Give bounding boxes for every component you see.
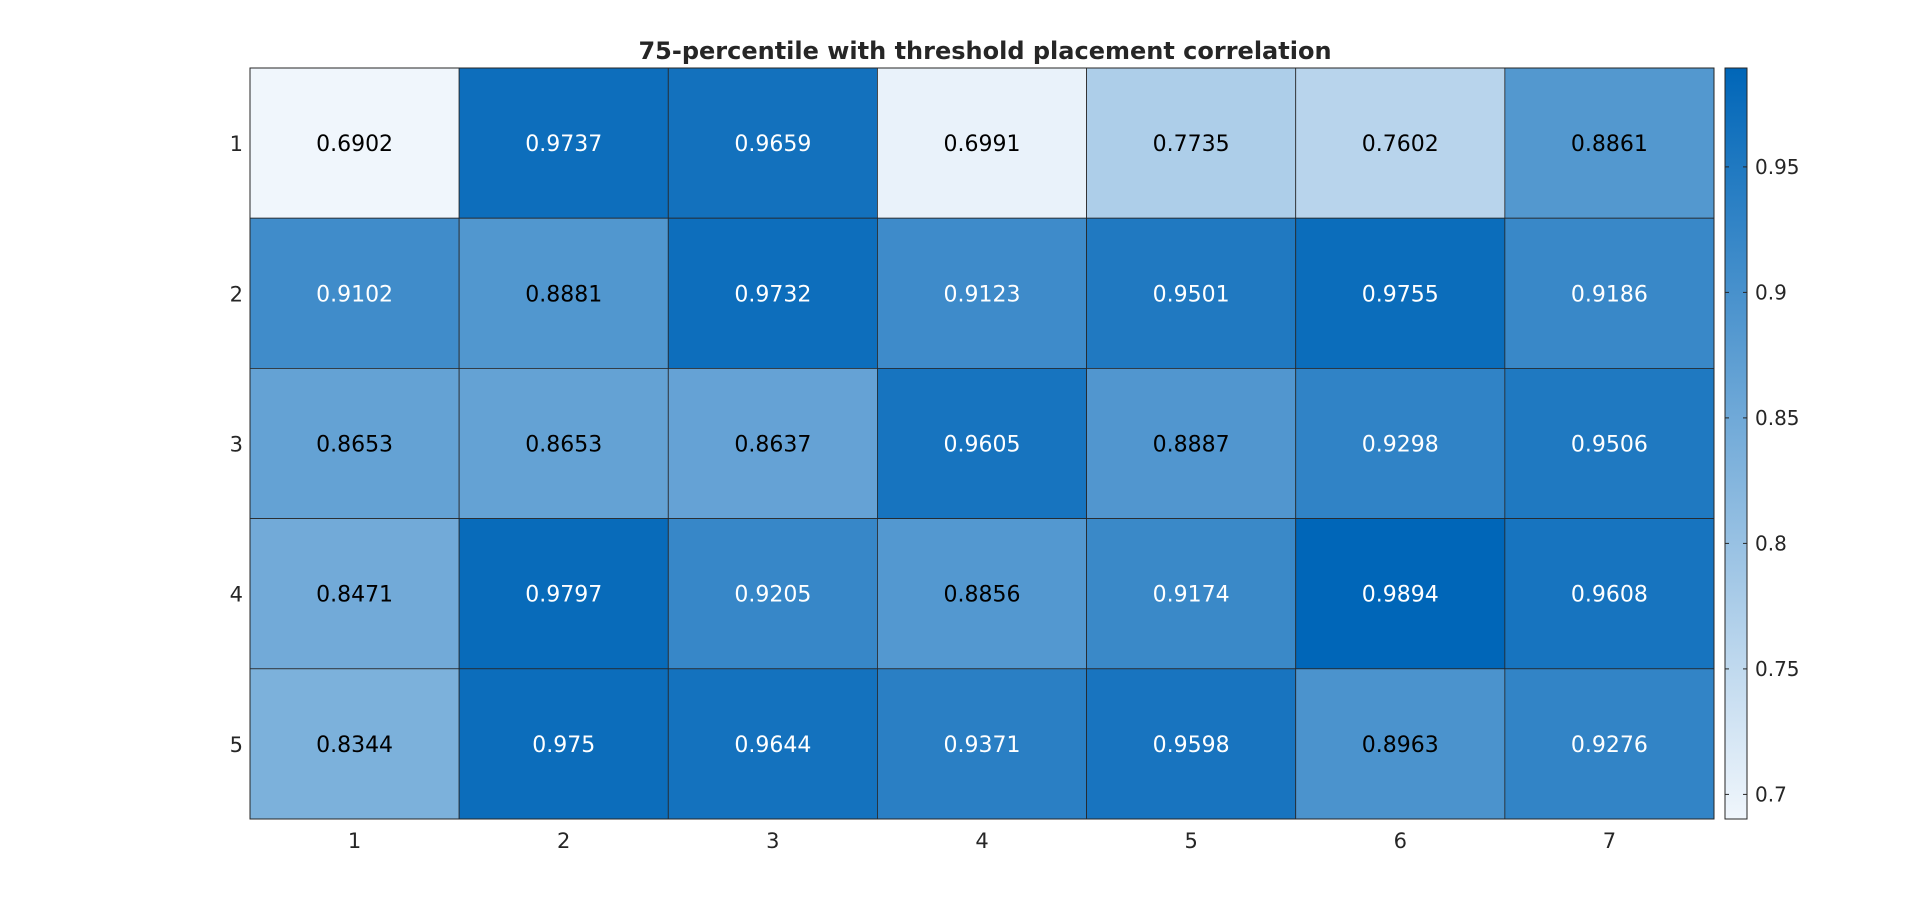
- heatmap-value-label: 0.9371: [944, 733, 1021, 758]
- heatmap-cell: [667, 367, 878, 519]
- heatmap-cell: [877, 518, 1087, 670]
- heatmap-value-label: 0.9298: [1362, 433, 1439, 458]
- heatmap-cell: [249, 367, 460, 519]
- heatmap-value-label: 0.6902: [316, 132, 393, 157]
- heatmap-cell: [458, 518, 669, 670]
- heatmap-value-label: 0.8471: [316, 583, 393, 608]
- heatmap-value-label: 0.9205: [734, 583, 811, 608]
- colorbar-tick-label: 0.95: [1755, 155, 1800, 179]
- heatmap-value-label: 0.8881: [525, 282, 602, 307]
- heatmap-value-label: 0.9501: [1153, 282, 1230, 307]
- heatmap-cells: [249, 67, 1715, 820]
- heatmap-cell: [1295, 518, 1506, 670]
- heatmap-value-label: 0.9608: [1571, 583, 1648, 608]
- heatmap-cell: [1504, 367, 1715, 519]
- heatmap-value-label: 0.9737: [525, 132, 602, 157]
- x-tick-label: 7: [1603, 829, 1616, 853]
- x-tick-label: 6: [1394, 829, 1407, 853]
- x-tick-label: 4: [975, 829, 988, 853]
- heatmap-cell: [458, 67, 669, 219]
- heatmap-cell: [249, 668, 460, 820]
- heatmap-value-label: 0.9755: [1362, 282, 1439, 307]
- heatmap-cell: [1504, 217, 1715, 369]
- heatmap-value-label: 0.9644: [734, 733, 811, 758]
- x-tick-label: 1: [348, 829, 361, 853]
- heatmap-cell: [1086, 217, 1297, 369]
- colorbar-tick-label: 0.8: [1755, 531, 1787, 555]
- y-axis-ticks: 1 2 3 4 5: [230, 132, 243, 757]
- x-tick-label: 2: [557, 829, 570, 853]
- heatmap-cell: [1504, 67, 1715, 219]
- heatmap-value-label: 0.7602: [1362, 132, 1439, 157]
- heatmap-value-label: 0.9605: [944, 433, 1021, 458]
- heatmap-value-label: 0.975: [532, 733, 595, 758]
- colorbar-tick-label: 0.75: [1755, 657, 1800, 681]
- colorbar-gradient: [1724, 67, 1748, 820]
- heatmap-value-label: 0.9186: [1571, 282, 1648, 307]
- x-tick-label: 3: [766, 829, 779, 853]
- heatmap-value-label: 0.9732: [734, 282, 811, 307]
- heatmap-value-label: 0.9123: [944, 282, 1021, 307]
- heatmap-value-label: 0.8637: [734, 433, 811, 458]
- heatmap-value-label: 0.9276: [1571, 733, 1648, 758]
- heatmap-value-label: 0.8856: [944, 583, 1021, 608]
- heatmap-value-label: 0.8344: [316, 733, 393, 758]
- colorbar: 0.7 0.75 0.8 0.85 0.9 0.95: [1724, 67, 1800, 820]
- heatmap-value-label: 0.9659: [734, 132, 811, 157]
- heatmap-value-label: 0.6991: [944, 132, 1021, 157]
- colorbar-tick-label: 0.9: [1755, 280, 1787, 304]
- heatmap-value-labels: 0.6902 0.9737 0.9659 0.6991 0.7735 0.7602 0.88…: [316, 132, 1648, 758]
- heatmap-cell: [1086, 367, 1297, 519]
- x-axis-ticks: 1 2 3 4 5 6 7: [348, 829, 1616, 853]
- heatmap-cell: [877, 67, 1087, 219]
- heatmap-value-label: 0.9174: [1153, 583, 1230, 608]
- heatmap-cell: [1086, 518, 1297, 670]
- plot-border: [249, 67, 1715, 820]
- y-tick-label: 4: [230, 583, 243, 607]
- heatmap-cell: [249, 518, 460, 670]
- heatmap-value-label: 0.9598: [1153, 733, 1230, 758]
- heatmap-value-label: 0.9102: [316, 282, 393, 307]
- heatmap-value-label: 0.8887: [1153, 433, 1230, 458]
- heatmap-value-label: 0.9797: [525, 583, 602, 608]
- heatmap-cell: [667, 217, 878, 369]
- x-tick-label: 5: [1184, 829, 1197, 853]
- heatmap-value-label: 0.7735: [1153, 132, 1230, 157]
- heatmap-cell: [667, 668, 878, 820]
- heatmap-value-label: 0.9894: [1362, 583, 1439, 608]
- heatmap-cell: [458, 367, 669, 519]
- heatmap-value-label: 0.9506: [1571, 433, 1648, 458]
- heatmap-cell: [1295, 668, 1506, 820]
- y-tick-label: 1: [230, 132, 243, 156]
- heatmap-cell: [1086, 67, 1297, 219]
- heatmap-cell: [1295, 217, 1506, 369]
- heatmap-value-label: 0.8963: [1362, 733, 1439, 758]
- heatmap-cell: [1504, 518, 1715, 670]
- colorbar-tick-label: 0.7: [1755, 782, 1787, 806]
- heatmap-value-label: 0.8653: [525, 433, 602, 458]
- heatmap-value-label: 0.8653: [316, 433, 393, 458]
- y-tick-label: 2: [230, 282, 243, 306]
- colorbar-tick-label: 0.85: [1755, 406, 1800, 430]
- y-tick-label: 3: [230, 433, 243, 457]
- heatmap-cell: [877, 367, 1087, 519]
- heatmap-cell: [1295, 367, 1506, 519]
- heatmap-cell: [1295, 67, 1506, 219]
- heatmap-cell: [1504, 668, 1715, 820]
- heatmap-cell: [249, 67, 460, 219]
- chart-title: 75-percentile with threshold placement c…: [638, 37, 1331, 65]
- heatmap-cell: [249, 217, 460, 369]
- heatmap-value-label: 0.8861: [1571, 132, 1648, 157]
- y-tick-label: 5: [230, 733, 243, 757]
